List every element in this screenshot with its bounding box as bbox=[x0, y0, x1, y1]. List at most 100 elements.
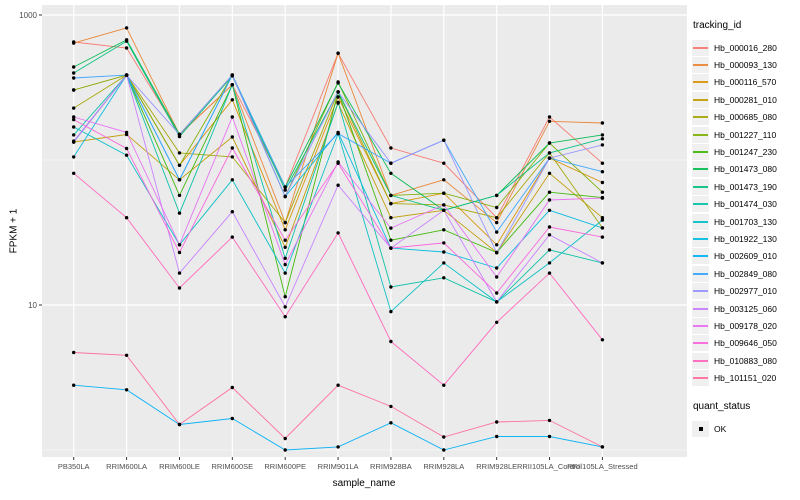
data-point bbox=[72, 65, 76, 69]
data-point bbox=[177, 132, 182, 137]
data-point bbox=[389, 421, 393, 425]
data-point bbox=[442, 191, 446, 195]
line-key-icon bbox=[692, 126, 709, 143]
data-point bbox=[600, 170, 605, 174]
x-tick-label: RRIM600SE bbox=[211, 462, 253, 471]
legend-item: Hb_001474_030 bbox=[692, 196, 798, 213]
y-tick-label: 10 bbox=[28, 301, 37, 310]
data-point bbox=[600, 445, 605, 449]
legend-item: Hb_009646_050 bbox=[692, 335, 798, 352]
x-tick-label: RRII105LA_Control bbox=[517, 462, 582, 471]
data-point bbox=[547, 171, 552, 175]
data-point bbox=[600, 180, 605, 185]
data-point bbox=[495, 434, 499, 439]
data-point bbox=[230, 115, 234, 119]
data-point bbox=[495, 275, 499, 279]
line-key-icon bbox=[692, 57, 709, 74]
legend-item-label: Hb_000281_010 bbox=[714, 94, 777, 105]
data-point bbox=[547, 198, 552, 202]
data-point bbox=[230, 155, 234, 159]
data-point bbox=[547, 119, 552, 124]
data-point bbox=[177, 151, 182, 155]
data-point bbox=[442, 435, 446, 439]
data-point bbox=[283, 271, 287, 275]
data-point bbox=[336, 131, 340, 136]
data-point bbox=[283, 194, 287, 199]
data-point bbox=[72, 115, 76, 119]
legend-item: Hb_000281_010 bbox=[692, 91, 798, 108]
legend-item-label: Hb_001247_230 bbox=[714, 147, 777, 158]
data-point bbox=[124, 388, 129, 392]
legend-item-label: Hb_000685_080 bbox=[714, 112, 777, 123]
legend-item-label: Hb_010883_080 bbox=[714, 355, 777, 366]
legend-item-label: Hb_001474_030 bbox=[714, 199, 777, 210]
data-point bbox=[336, 231, 340, 235]
data-point bbox=[230, 83, 234, 87]
legend-item: Hb_001922_130 bbox=[692, 230, 798, 247]
data-point bbox=[72, 155, 76, 159]
data-point bbox=[442, 178, 446, 182]
line-key-icon bbox=[692, 370, 709, 387]
data-point bbox=[389, 201, 393, 206]
data-point bbox=[124, 153, 129, 157]
legend-item: Hb_003125_060 bbox=[692, 300, 798, 317]
data-point bbox=[547, 141, 552, 145]
line-key-icon bbox=[692, 335, 709, 352]
data-point bbox=[336, 445, 340, 449]
legend-item: Hb_000093_130 bbox=[692, 56, 798, 74]
data-point bbox=[442, 448, 446, 452]
data-point bbox=[124, 46, 129, 50]
line-key-icon bbox=[692, 213, 709, 230]
data-point bbox=[600, 137, 605, 141]
data-point bbox=[336, 51, 340, 55]
data-point bbox=[495, 320, 499, 324]
legend-item-label: Hb_009646_050 bbox=[714, 338, 777, 349]
data-point bbox=[336, 183, 340, 187]
data-point bbox=[283, 185, 287, 189]
data-point bbox=[124, 216, 129, 220]
data-point bbox=[442, 161, 446, 165]
legend-item: Hb_001247_230 bbox=[692, 143, 798, 161]
data-point bbox=[495, 251, 499, 255]
data-point bbox=[600, 190, 605, 194]
legend-item-label: Hb_002977_010 bbox=[714, 286, 777, 297]
data-point bbox=[283, 238, 287, 242]
data-point bbox=[389, 339, 393, 344]
data-point bbox=[547, 271, 552, 275]
x-tick-label: RRIM928BA bbox=[370, 462, 412, 471]
data-point bbox=[72, 133, 76, 137]
legend-item: Hb_000685_080 bbox=[692, 109, 798, 126]
legend-item: Hb_001703_130 bbox=[692, 213, 798, 230]
data-point bbox=[283, 448, 287, 452]
data-point bbox=[283, 228, 287, 232]
data-point bbox=[283, 220, 287, 225]
data-point bbox=[230, 146, 234, 150]
data-point bbox=[230, 210, 234, 214]
data-point bbox=[283, 262, 287, 267]
x-tick-label: RRIM901LA bbox=[318, 462, 359, 471]
data-point bbox=[283, 305, 287, 309]
x-tick-label: RRIM928LE bbox=[476, 462, 517, 471]
data-point bbox=[230, 135, 234, 139]
data-point bbox=[547, 261, 552, 265]
legend-title: tracking_id bbox=[693, 20, 742, 31]
data-point bbox=[495, 266, 499, 270]
x-tick-label: RRII105LA_Stressed bbox=[567, 462, 637, 471]
data-point bbox=[389, 309, 393, 314]
x-tick-label: RRIM600PE bbox=[264, 462, 306, 471]
legend-item-label: Hb_003125_060 bbox=[714, 303, 777, 314]
x-tick-label: RRIM928LA bbox=[423, 462, 464, 471]
data-point bbox=[283, 245, 287, 249]
data-point bbox=[442, 208, 446, 212]
data-point bbox=[600, 143, 605, 147]
line-key-icon bbox=[692, 196, 709, 213]
quant-status-label: OK bbox=[714, 423, 727, 434]
data-point bbox=[72, 41, 76, 45]
data-point bbox=[389, 404, 393, 409]
data-point bbox=[177, 250, 182, 255]
line-key-icon bbox=[692, 109, 709, 126]
data-point bbox=[389, 146, 393, 150]
data-point bbox=[230, 73, 234, 77]
data-point bbox=[336, 383, 340, 387]
